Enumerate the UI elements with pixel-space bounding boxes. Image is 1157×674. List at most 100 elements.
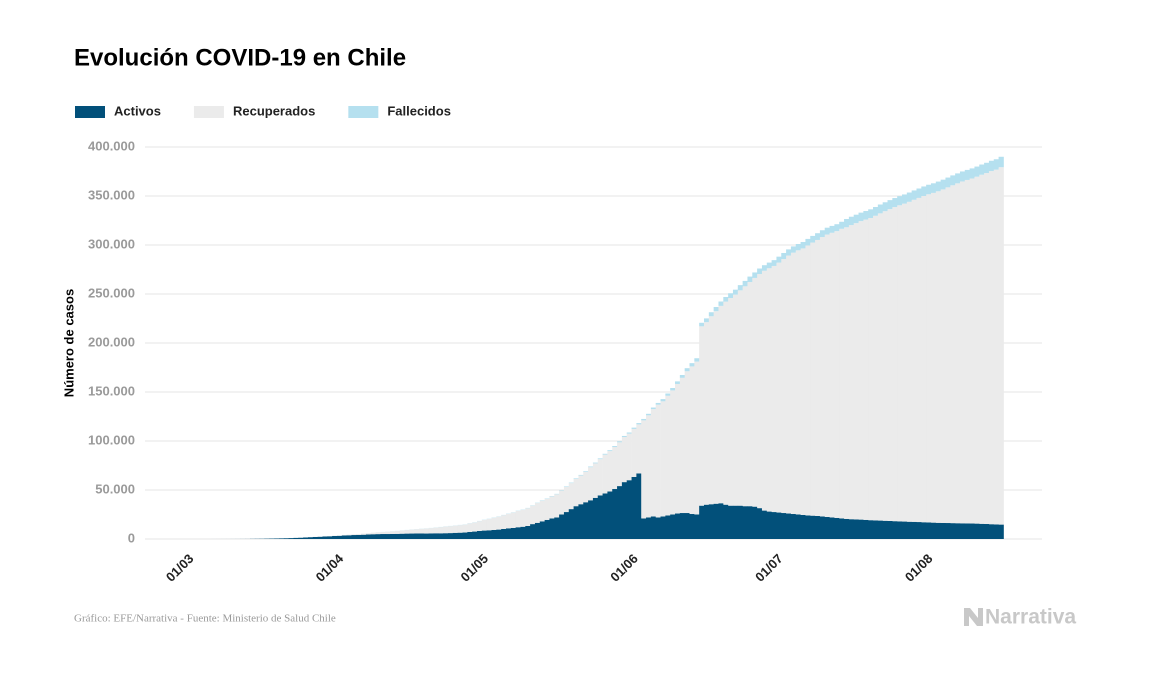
bar-segment — [486, 530, 492, 539]
bar-segment — [877, 204, 884, 214]
bar-segment — [433, 527, 439, 534]
bar-segment — [525, 525, 531, 539]
logo-mark — [964, 608, 983, 626]
bar-segment — [781, 252, 787, 260]
bar-segment — [428, 533, 434, 539]
bar-segment — [626, 433, 632, 481]
bar-segment — [621, 482, 628, 539]
y-tick-label: 250.000 — [88, 285, 135, 300]
bar-segment — [375, 532, 381, 535]
bar-segment — [887, 200, 893, 210]
bar-segment — [829, 517, 835, 539]
bar-segment — [443, 526, 449, 534]
bar-segment — [544, 498, 550, 520]
legend-swatch — [193, 106, 224, 118]
bar-segment — [385, 534, 391, 539]
x-tick-label: 01/04 — [313, 550, 347, 584]
bar-segment — [679, 374, 686, 378]
bar-segment — [496, 516, 502, 530]
bar-segment — [757, 268, 763, 275]
bar-segment — [481, 530, 488, 539]
bar-segment — [694, 514, 700, 539]
bar-segment — [945, 523, 951, 539]
bar-segment — [901, 194, 908, 204]
bar-segment — [568, 483, 574, 510]
bar-segment — [786, 249, 792, 256]
bar-segment — [534, 503, 541, 523]
bar-segment — [935, 522, 942, 539]
bar-segment — [534, 522, 541, 539]
bar-segment — [539, 500, 546, 522]
bar-segment — [950, 185, 956, 524]
bar-segment — [892, 521, 898, 539]
bar-segment — [868, 209, 874, 218]
bar-segment — [510, 527, 517, 539]
bar-segment — [665, 395, 671, 516]
bar-segment — [505, 528, 512, 539]
bar-segment — [563, 486, 570, 487]
bar-segment — [404, 533, 410, 539]
bar-segment — [573, 506, 579, 539]
bar-segment — [375, 534, 381, 539]
bar-segment — [790, 514, 797, 539]
bar-segment — [858, 519, 864, 539]
bar-segment — [477, 521, 483, 531]
bar-segment — [781, 513, 787, 539]
bar-segment — [428, 528, 434, 534]
legend-swatch — [348, 106, 379, 118]
bar-segment — [935, 181, 942, 192]
bar-segment — [742, 506, 748, 539]
x-tick-label: 01/07 — [752, 551, 786, 585]
bar-segment — [858, 221, 864, 520]
bar-segment — [612, 489, 618, 539]
bar-segment — [356, 534, 362, 535]
bar-segment — [911, 190, 917, 200]
bar-segment — [708, 504, 715, 539]
bar-segment — [926, 194, 932, 523]
bar-segment — [998, 156, 1004, 168]
bar-segment — [974, 523, 980, 539]
bar-segment — [800, 241, 806, 249]
bar-segment — [810, 515, 816, 539]
bar-segment — [877, 520, 884, 539]
bar-segment — [607, 491, 613, 539]
bar-segment — [950, 175, 956, 186]
bar-segment — [617, 442, 623, 487]
bar-segment — [288, 538, 294, 539]
bar-segment — [279, 538, 285, 539]
bar-segment — [718, 305, 724, 504]
bar-segment — [646, 415, 652, 518]
bar-segment — [761, 270, 768, 511]
bar-segment — [631, 476, 637, 539]
bar-segment — [897, 521, 903, 539]
bar-segment — [612, 447, 618, 490]
bar-segment — [491, 529, 497, 539]
y-tick-label: 400.000 — [88, 138, 135, 153]
logo-text: Narrativa — [985, 606, 1076, 629]
x-tick-label: 01/03 — [163, 551, 197, 585]
bar-segment — [819, 230, 826, 238]
bar-segment — [897, 196, 903, 206]
y-tick-label: 150.000 — [88, 383, 135, 398]
legend-swatch — [75, 106, 105, 118]
bar-segment — [501, 529, 507, 539]
bar-segment — [317, 536, 323, 539]
bar-segment — [863, 211, 869, 220]
bar-segment — [621, 435, 628, 438]
y-tick-label: 300.000 — [88, 236, 135, 251]
y-tick-label: 50.000 — [95, 481, 135, 496]
bar-segment — [592, 462, 599, 464]
bar-segment — [921, 195, 927, 523]
bar-segment — [617, 441, 623, 443]
bar-segment — [897, 205, 903, 522]
bar-segment — [515, 527, 521, 539]
bar-segment — [752, 272, 758, 278]
bar-segment — [602, 493, 608, 539]
bar-segment — [477, 530, 483, 539]
bar-segment — [761, 265, 768, 271]
bar-segment — [863, 219, 869, 520]
bar-segment — [771, 512, 777, 539]
bar-segment — [737, 505, 744, 539]
bar-segment — [848, 216, 855, 226]
